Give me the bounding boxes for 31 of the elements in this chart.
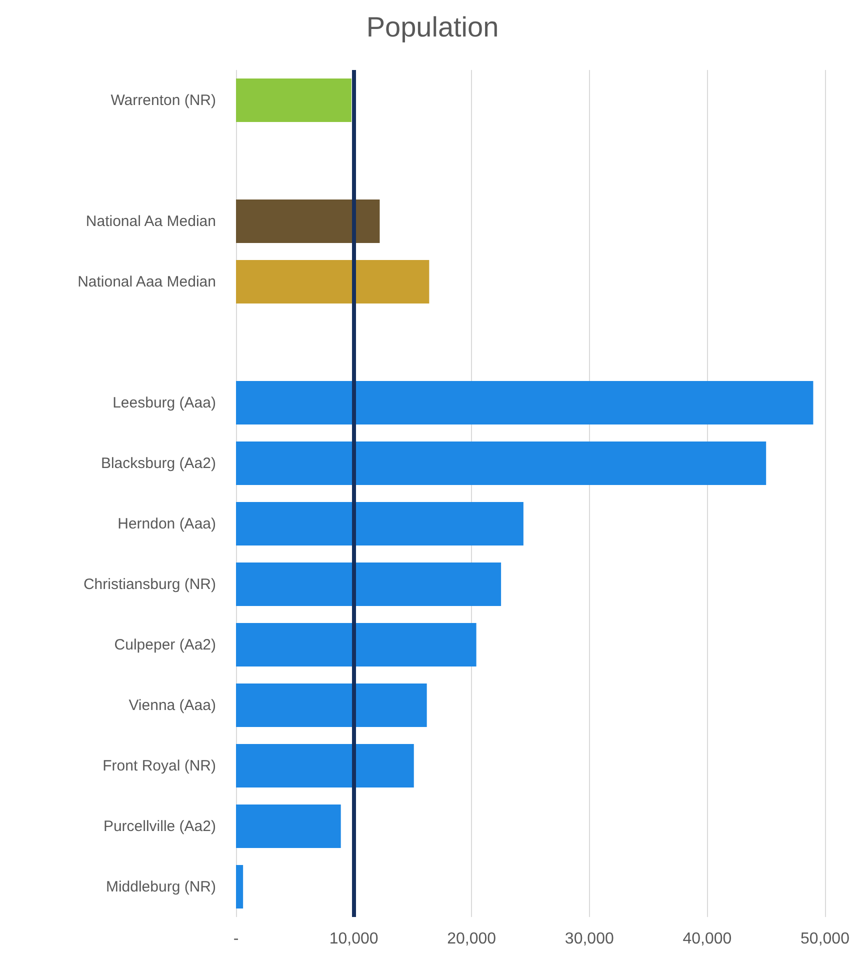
bar [236,78,352,122]
y-tick-label: Leesburg (Aaa) [112,394,216,412]
bar [236,441,766,486]
y-tick-label: Herndon (Aaa) [118,515,216,532]
bar [236,622,476,667]
bar [236,864,244,909]
y-tick-label: Front Royal (NR) [102,757,216,774]
x-tick-label: 10,000 [329,930,378,948]
x-tick-label: 40,000 [682,930,732,948]
bar [236,804,341,848]
y-tick-label: National Aa Median [86,212,216,230]
x-tick-label: 50,000 [800,930,850,948]
bar [236,380,814,425]
y-tick-label: Middleburg (NR) [106,878,216,896]
x-tick-label: 30,000 [564,930,614,948]
bar [236,260,430,304]
bar [236,502,524,546]
x-tick-label: - [233,930,239,948]
bar [236,562,502,606]
y-tick-label: Purcellville (Aa2) [103,818,216,835]
chart-title: Population [366,12,499,42]
bar [236,199,380,244]
bar [236,683,427,728]
y-tick-label: Warrenton (NR) [110,92,216,109]
y-tick-label: Christiansburg (NR) [83,576,216,593]
y-tick-label: Culpeper (Aa2) [114,636,216,654]
x-tick-label: 20,000 [447,930,496,948]
y-tick-label: Blacksburg (Aa2) [100,454,216,472]
y-tick-label: Vienna (Aaa) [128,696,216,714]
bar [236,744,414,788]
y-tick-label: National Aaa Median [78,273,216,290]
